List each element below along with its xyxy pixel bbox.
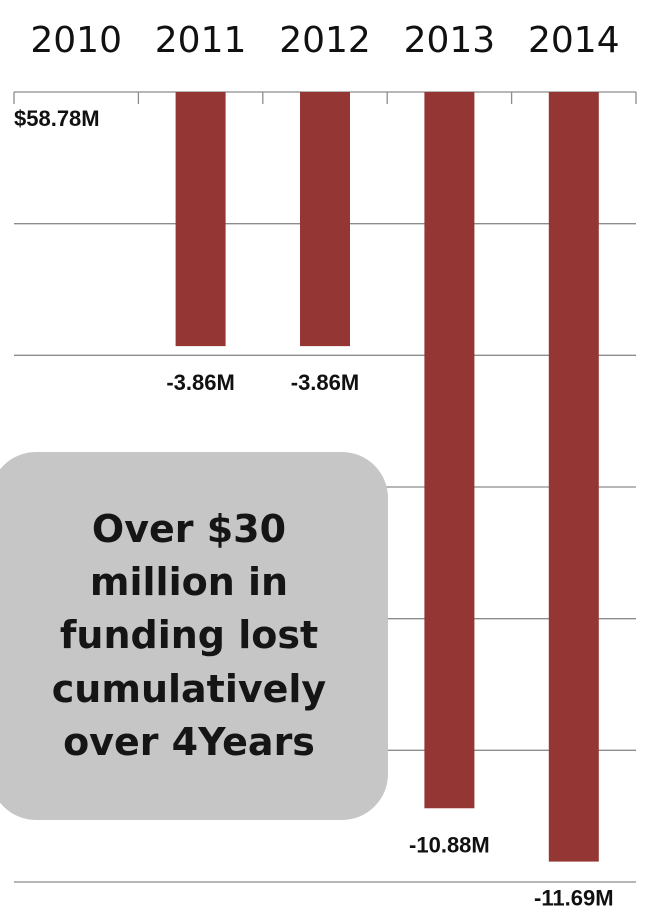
baseline-label: $58.78M bbox=[14, 106, 100, 131]
data-label: -3.86M bbox=[291, 370, 359, 395]
callout-text: Over $30 million in funding lost cumulat… bbox=[51, 507, 327, 764]
year-label: 2010 bbox=[30, 20, 122, 61]
data-label: -3.86M bbox=[166, 370, 234, 395]
year-label: 2013 bbox=[404, 20, 496, 61]
year-label: 2012 bbox=[279, 20, 371, 61]
year-label: 2011 bbox=[155, 20, 247, 61]
bar bbox=[300, 92, 350, 347]
year-label: 2014 bbox=[528, 20, 620, 61]
bars bbox=[175, 92, 599, 862]
labels: 2010 2011 2012 2013 2014 -3.86M -3.86M -10.88M -… bbox=[14, 20, 620, 911]
bar bbox=[175, 92, 226, 347]
data-label: -10.88M bbox=[409, 832, 490, 857]
data-label: -11.69M bbox=[534, 886, 614, 911]
bar bbox=[424, 92, 475, 809]
summary-callout: Over $30 million in funding lost cumulat… bbox=[0, 452, 388, 820]
bar bbox=[548, 92, 599, 862]
